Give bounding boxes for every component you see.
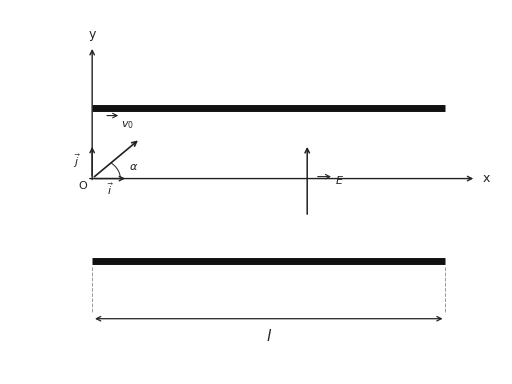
Text: O: O [78,181,88,191]
Text: $v_0$: $v_0$ [121,119,134,131]
Text: $\vec{j}$: $\vec{j}$ [73,152,81,170]
Text: x: x [482,172,489,185]
Text: y: y [89,28,96,41]
Text: $l$: $l$ [266,328,272,344]
Text: $\vec{i}$: $\vec{i}$ [106,182,114,197]
Text: $\alpha$: $\alpha$ [129,162,138,172]
Text: $E$: $E$ [335,174,345,187]
